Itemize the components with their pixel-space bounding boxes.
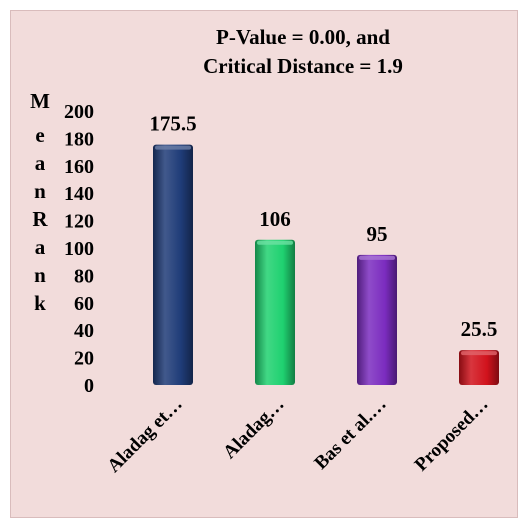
y-tick-label: 20 [74, 348, 94, 370]
y-tick-label: 180 [64, 128, 94, 150]
data-label: 25.5 [461, 317, 498, 341]
y-tick-label: 60 [74, 293, 94, 315]
bar-highlight [461, 351, 497, 356]
y-axis-ticks: 0 20 40 60 80 100 120 140 160 180 200 [64, 101, 94, 397]
y-axis-label-letter: n [34, 179, 46, 203]
bar-highlight [359, 255, 395, 260]
y-tick-label: 80 [74, 265, 94, 287]
y-tick-label: 140 [64, 183, 94, 205]
bars [153, 144, 499, 385]
data-label: 175.5 [149, 112, 196, 136]
x-tick-label: Proposed… [411, 394, 493, 476]
y-axis-label-letter: k [34, 291, 46, 315]
data-label: 95 [367, 222, 388, 246]
chart-title: P-Value = 0.00, and Critical Distance = … [203, 25, 403, 78]
bar [459, 350, 499, 385]
chart-title-line-1: P-Value = 0.00, and [216, 25, 390, 49]
y-tick-label: 120 [64, 211, 94, 233]
y-axis-label-letter: e [35, 123, 44, 147]
y-tick-label: 160 [64, 156, 94, 178]
y-tick-label: 100 [64, 238, 94, 260]
chart-title-line-2: Critical Distance = 1.9 [203, 54, 403, 78]
data-labels: 175.5 106 95 25.5 [149, 112, 497, 342]
y-axis-label-letter: M [30, 89, 50, 113]
x-axis-labels: Aladag et… Aladag… Bas et al.… Proposed… [103, 394, 492, 477]
bar [255, 239, 295, 385]
bar-highlight [257, 240, 293, 245]
y-tick-label: 200 [64, 101, 94, 123]
bar-highlight [155, 145, 191, 150]
data-label: 106 [259, 207, 291, 231]
y-tick-label: 0 [84, 375, 94, 397]
x-tick-label: Bas et al.… [310, 394, 390, 474]
y-axis-label-letter: n [34, 263, 46, 287]
x-tick-label: Aladag… [219, 394, 288, 463]
y-axis-label-letter: R [32, 207, 48, 231]
y-axis-label-letter: a [35, 235, 46, 259]
x-tick-label: Aladag et… [103, 394, 186, 477]
bar [357, 254, 397, 385]
y-tick-label: 40 [74, 320, 94, 342]
y-axis-label-letter: a [35, 151, 46, 175]
bar [153, 144, 193, 385]
